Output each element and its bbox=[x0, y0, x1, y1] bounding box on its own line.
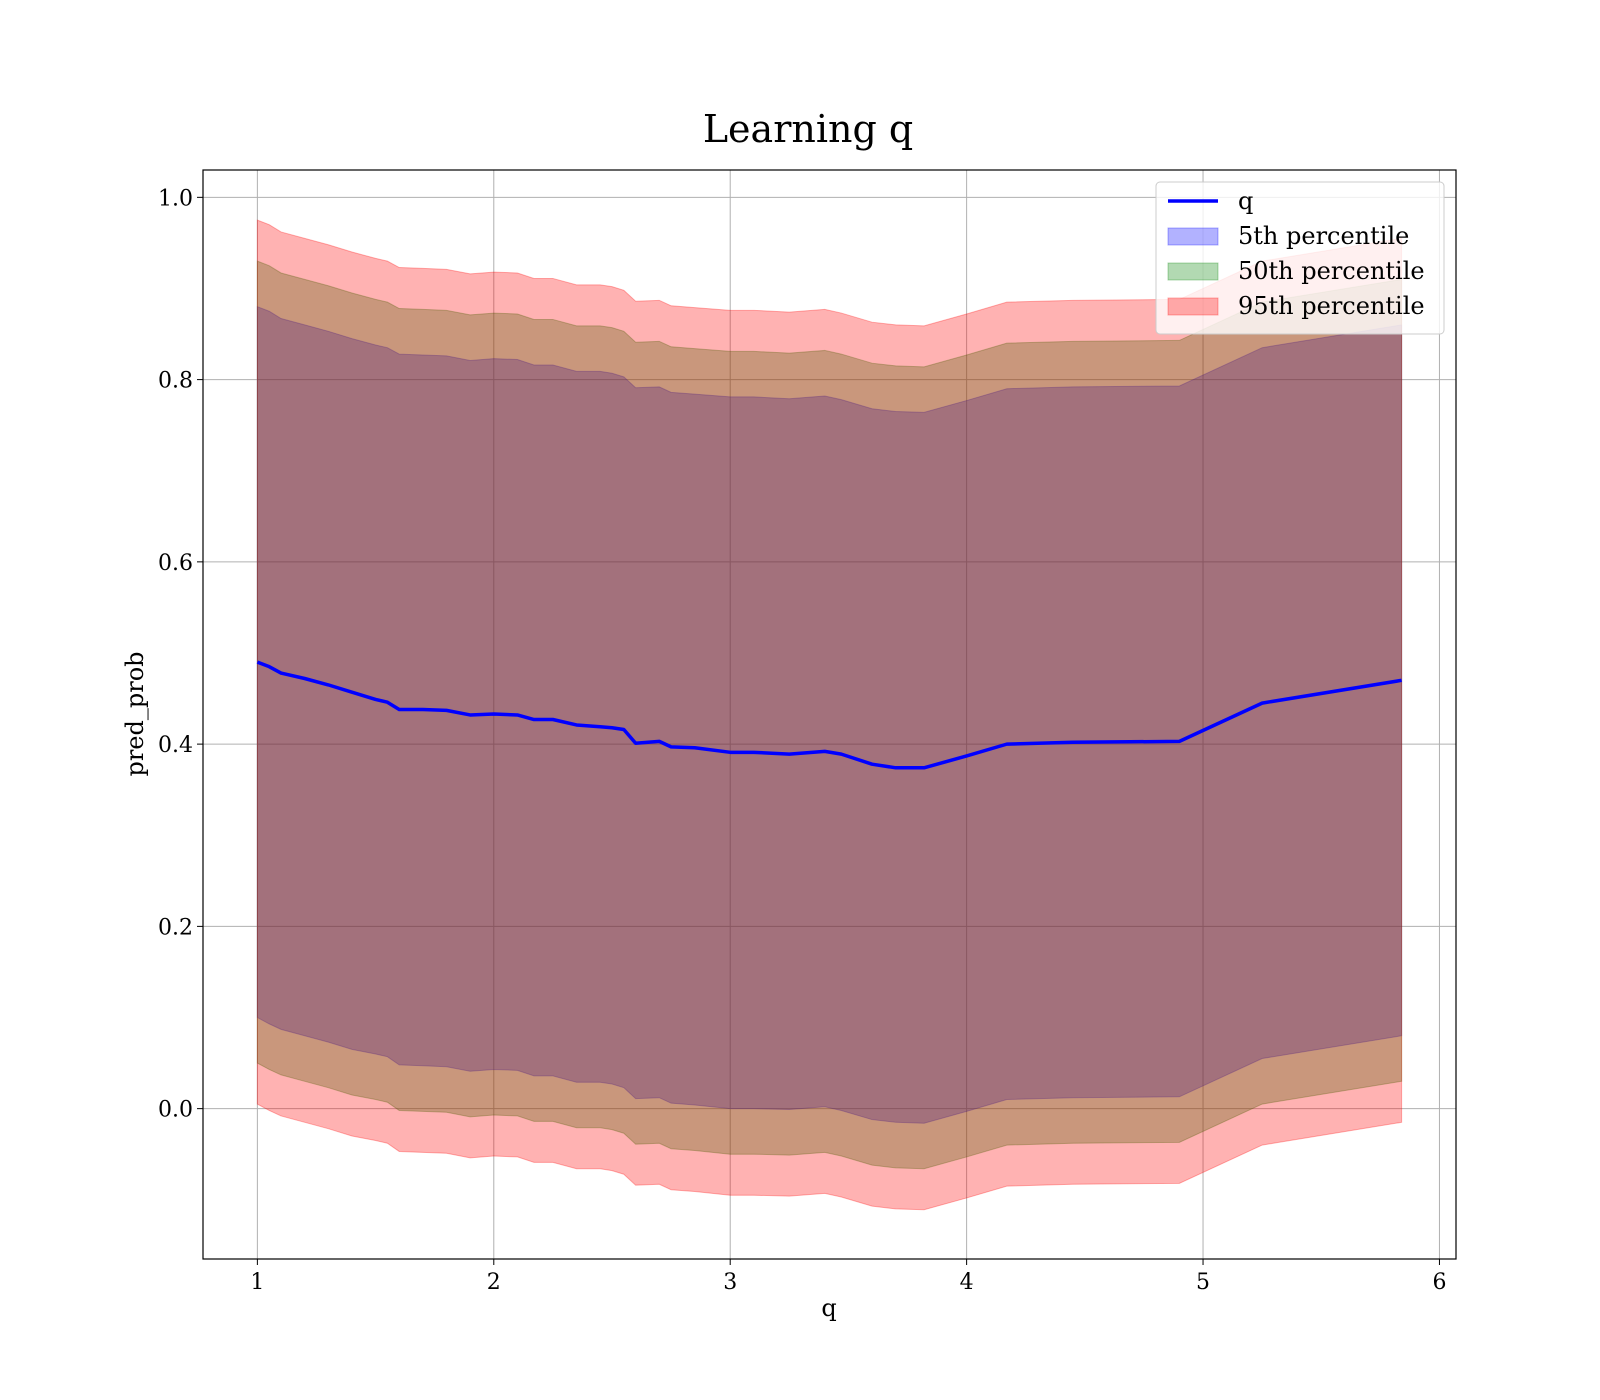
y-tick-label: 0.8 bbox=[158, 369, 193, 394]
legend-label: q bbox=[1238, 187, 1253, 215]
y-tick-label: 0.2 bbox=[158, 915, 193, 940]
x-tick-label: 2 bbox=[487, 1270, 501, 1295]
legend-swatch-patch bbox=[1167, 227, 1219, 246]
x-tick-label: 4 bbox=[960, 1270, 974, 1295]
band-5th-percentile bbox=[256, 305, 1403, 1124]
y-axis-ticks: 0.0 0.2 0.4 0.6 0.8 1.0 bbox=[158, 186, 203, 1123]
series-lines bbox=[256, 660, 1402, 770]
band-50th-percentile bbox=[256, 260, 1403, 1170]
y-tick-label: 0.0 bbox=[158, 1098, 193, 1123]
x-tick-label: 6 bbox=[1432, 1270, 1446, 1295]
line-q bbox=[256, 660, 1402, 770]
y-axis-label: pred_prob bbox=[121, 651, 149, 776]
legend-swatch-patch bbox=[1167, 262, 1219, 281]
legend-label: 5th percentile bbox=[1238, 222, 1409, 250]
legend: q 5th percentile 50th percentile 95th perce… bbox=[1155, 181, 1445, 335]
legend-box bbox=[1155, 181, 1445, 335]
y-tick-label: 0.4 bbox=[158, 733, 193, 758]
grid-lines bbox=[203, 170, 1456, 1259]
legend-swatch-patch bbox=[1167, 297, 1219, 316]
plot-frame bbox=[202, 169, 1457, 1260]
chart-title: Learning q bbox=[703, 107, 913, 151]
legend-label: 50th percentile bbox=[1238, 257, 1425, 285]
legend-label: 95th percentile bbox=[1238, 292, 1425, 320]
x-tick-label: 5 bbox=[1196, 1270, 1210, 1295]
y-tick-label: 0.6 bbox=[158, 551, 193, 576]
y-tick-label: 1.0 bbox=[158, 186, 193, 211]
x-tick-label: 3 bbox=[723, 1270, 737, 1295]
band-95th-percentile bbox=[256, 219, 1403, 1211]
x-axis-label: q bbox=[821, 1294, 836, 1322]
x-axis-ticks: 1 2 3 4 5 6 bbox=[250, 1259, 1446, 1295]
percentile-bands bbox=[256, 219, 1403, 1211]
x-tick-label: 1 bbox=[250, 1270, 264, 1295]
